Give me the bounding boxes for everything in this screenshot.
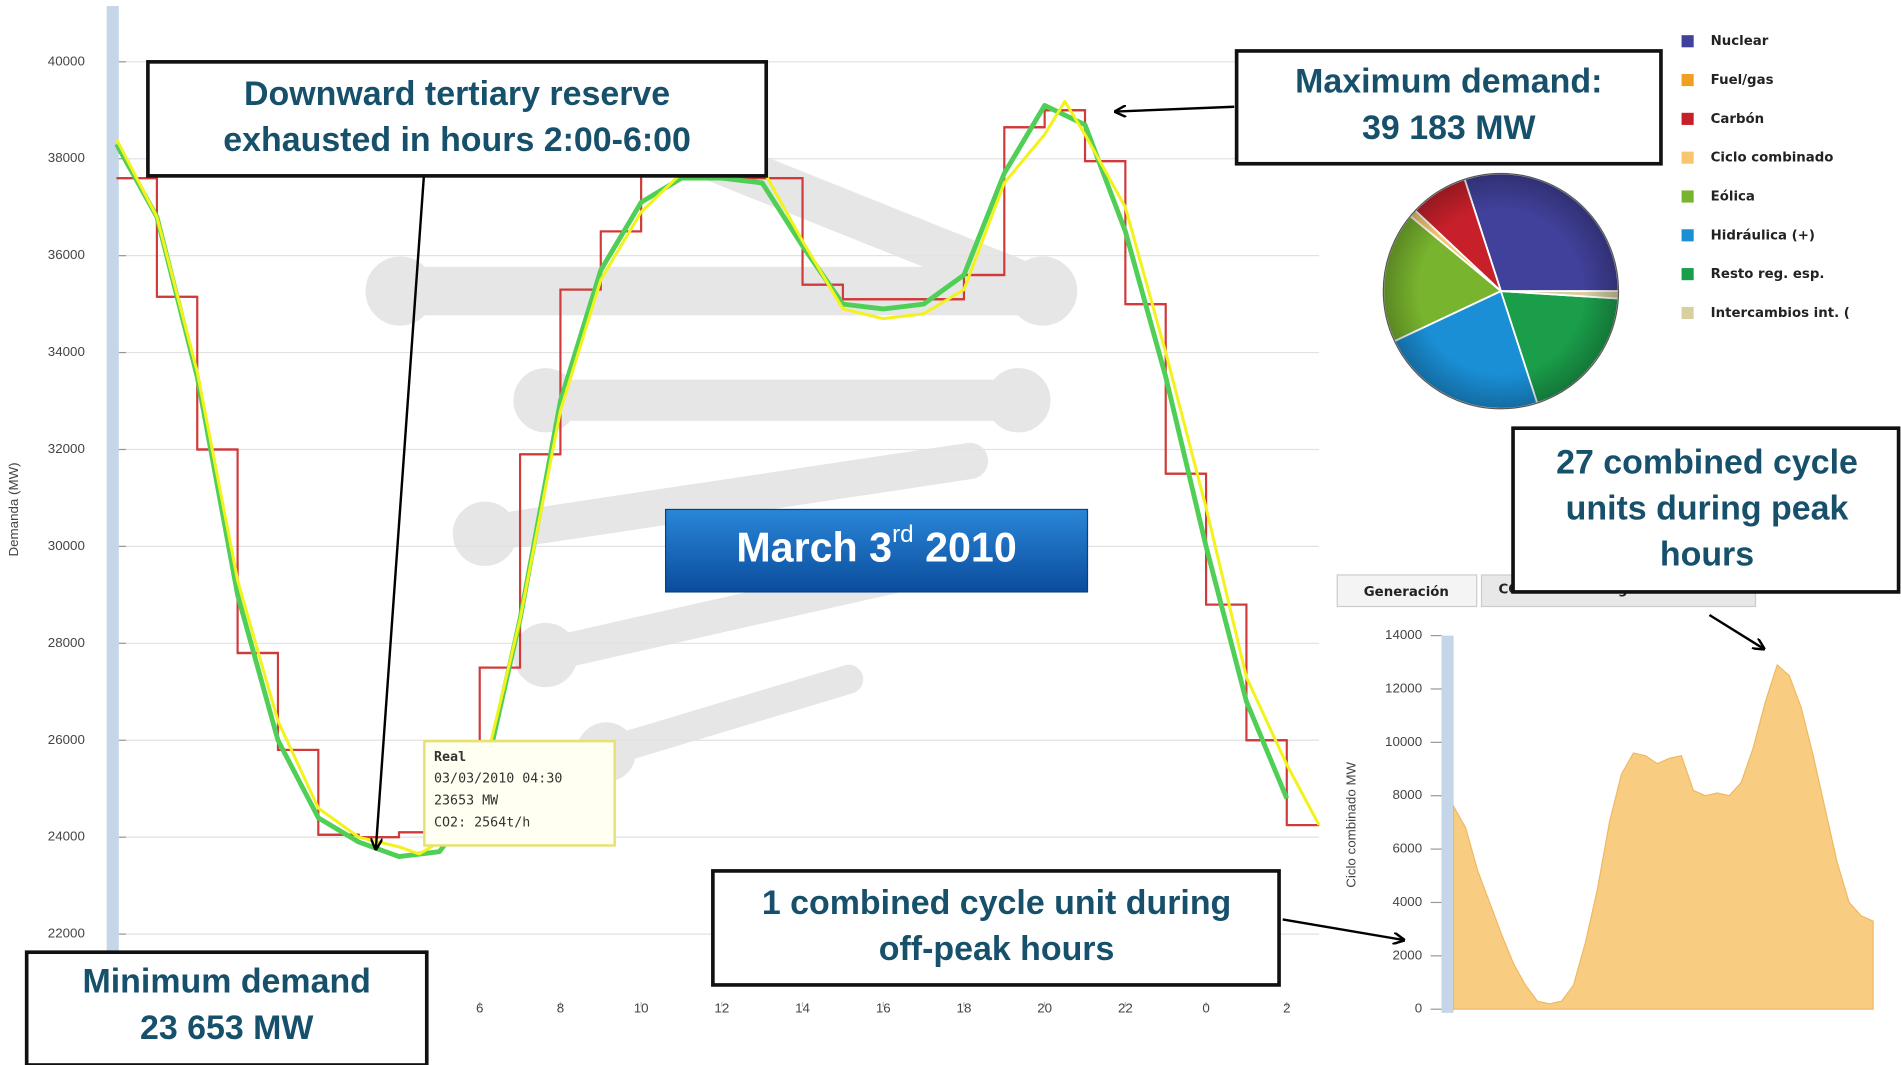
callout-box: [1234, 49, 1663, 166]
legend-swatch: [1681, 35, 1694, 48]
arrow: [1708, 613, 1764, 649]
legend-swatch: [1681, 268, 1694, 281]
callout-box: [1511, 426, 1901, 594]
callout-text: exhausted in hours 2:00-6:00: [223, 121, 691, 159]
y-tick-label: 36000: [48, 247, 85, 262]
legend-label: Fuel/gas: [1711, 73, 1774, 88]
x-tick-label: 14: [795, 1001, 810, 1016]
y-tick-label: 24000: [48, 829, 85, 844]
area: [1453, 663, 1874, 1010]
x-tick-label: 0: [1202, 1001, 1209, 1016]
y-tick-label: 14000: [1385, 627, 1422, 642]
legend-label: Carbón: [1711, 111, 1765, 127]
x-tick-label: 20: [1037, 1001, 1052, 1016]
legend-swatch: [1681, 112, 1694, 125]
pie-chart: Nuclear Fuel/gas Carbón Ciclo combinado Eóli…: [1382, 34, 1850, 410]
callout-text: 1 combined cycle unit during: [762, 884, 1231, 922]
callout-text: Maximum demand:: [1295, 63, 1602, 101]
date-part: rd: [892, 522, 914, 549]
background-logo: [365, 123, 1078, 782]
y-tick-label: 26000: [48, 732, 85, 747]
callout-text: Downward tertiary reserve: [244, 75, 670, 113]
tooltip-line: CO2: 2564t/h: [434, 815, 530, 830]
callout-text: off-peak hours: [879, 930, 1115, 968]
callout-text: 39 183 MW: [1362, 109, 1536, 147]
callout-text: units during peak: [1566, 490, 1849, 528]
y-tick-label: 4000: [1392, 894, 1422, 909]
y-tick-label: 6000: [1392, 841, 1422, 856]
date-part: March 3: [736, 525, 892, 571]
annotations: Downward tertiary reserve exhausted in ho…: [24, 49, 1901, 1065]
legend-swatch: [1681, 73, 1694, 87]
legend-label: Ciclo combinado: [1711, 151, 1834, 166]
callout-text: hours: [1660, 536, 1754, 574]
y-tick-label: 2000: [1392, 947, 1422, 962]
arrow: [1282, 918, 1404, 940]
callout-box: [146, 60, 769, 178]
arrow: [376, 169, 426, 849]
legend-label: Resto reg. esp.: [1711, 267, 1825, 282]
legend-label: Hidráulica (+): [1711, 227, 1815, 243]
legend-label: Intercambios int. (: [1711, 306, 1850, 321]
y-axis-label: Ciclo combinado MW: [1343, 761, 1358, 887]
tooltip-line: 23653 MW: [434, 794, 499, 809]
date-part: 2010: [914, 525, 1017, 571]
x-tick-label: 16: [876, 1001, 891, 1016]
y-axis-bar: [1441, 635, 1454, 1013]
callout-box: [711, 869, 1281, 987]
arrow: [1115, 107, 1235, 112]
y-tick-label: 32000: [48, 441, 85, 456]
y-tick-label: 34000: [48, 344, 85, 359]
x-tick-label: 2: [1283, 1001, 1290, 1016]
y-tick-label: 22000: [48, 926, 85, 941]
callout-text: 23 653 MW: [140, 1009, 314, 1047]
legend-swatch: [1681, 151, 1694, 164]
legend-swatch: [1681, 229, 1694, 242]
legend-label: Eólica: [1711, 189, 1755, 205]
tooltip-line: Real: [434, 750, 466, 765]
series-line: [114, 102, 1290, 859]
pie-shade: [1382, 172, 1620, 410]
x-tick-label: 8: [557, 1001, 564, 1016]
x-tick-label: 12: [714, 1001, 729, 1016]
area-chart: GeneraciónCO2 asociado a generación02000…: [1336, 574, 1874, 1016]
date-box: [664, 508, 1089, 593]
x-tick-label: 6: [476, 1001, 483, 1016]
y-tick-label: 28000: [48, 635, 85, 650]
y-axis-bar: [106, 6, 119, 1011]
y-tick-label: 0: [1415, 1001, 1422, 1016]
y-tick-label: 40000: [48, 53, 85, 68]
y-axis-label: Demanda (MW): [6, 462, 21, 556]
x-tick-label: 18: [957, 1001, 972, 1016]
demand-chart: 22000 24000 26000 28000 30000 32000 34000 36000…: [6, 53, 1321, 1016]
x-tick-label: 10: [634, 1001, 649, 1016]
legend-label: Nuclear: [1711, 34, 1769, 49]
tab-label: Generación: [1364, 584, 1449, 600]
tooltip-box: [423, 739, 616, 847]
x-tick-label: 22: [1118, 1001, 1133, 1016]
callout-text: 27 combined cycle: [1556, 444, 1858, 482]
date-label: March 3rd 2010: [736, 522, 1016, 571]
y-tick-label: 10000: [1385, 734, 1422, 749]
y-tick-label: 38000: [48, 150, 85, 165]
tooltip-line: 03/03/2010 04:30: [434, 772, 562, 787]
tab: [1336, 574, 1478, 608]
legend-swatch: [1681, 306, 1694, 320]
y-tick-label: 8000: [1392, 787, 1422, 802]
y-tick-label: 30000: [48, 538, 85, 553]
callout-text: Minimum demand: [83, 963, 371, 1001]
legend-swatch: [1681, 190, 1694, 203]
series-line: [115, 99, 1321, 856]
callout-box: [24, 950, 429, 1065]
y-tick-label: 12000: [1385, 680, 1422, 695]
